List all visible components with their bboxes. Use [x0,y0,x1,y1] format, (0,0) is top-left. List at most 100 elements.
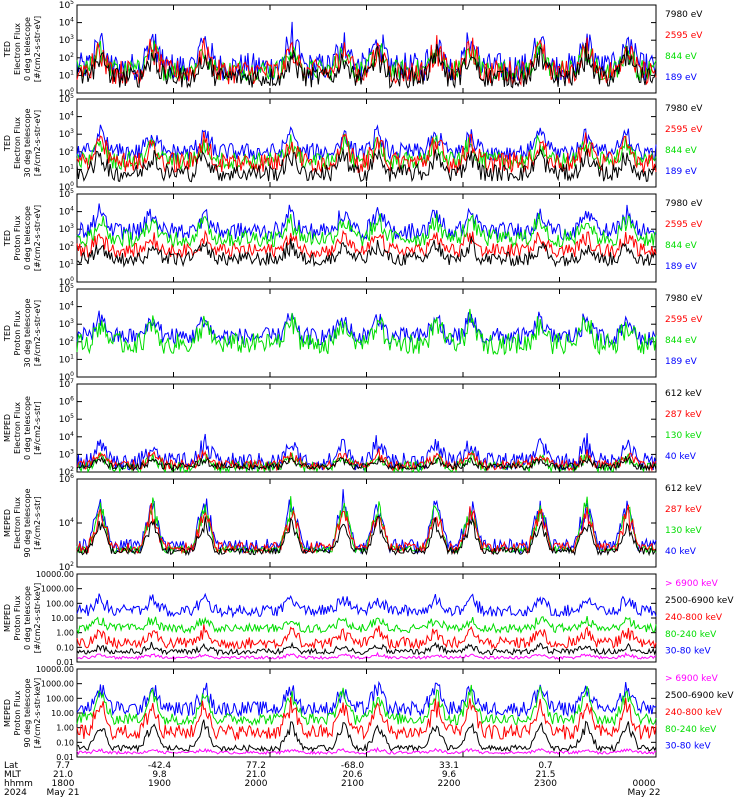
y-axis-label: Electron Flux [13,497,22,549]
y-axis-label: 0 deg telescope [23,586,32,650]
series-240-800-kev [76,696,657,742]
y-tick-label: 105 [59,413,74,425]
x-tick-label: May 22 [628,788,661,798]
series-612-kev [76,515,657,557]
x-tick-label: 21.0 [246,770,266,780]
x-tick-label: 1800 [52,779,75,789]
y-axis-label: Electron Flux [13,23,22,75]
y-axis-label: TED [3,41,12,58]
y-tick-label: 102 [59,146,74,158]
x-tick-label: 2200 [438,779,461,789]
x-tick-label: 9.8 [152,770,167,780]
y-tick-label: 10000.00 [36,570,74,579]
legend-entry: 240-800 keV [665,708,723,718]
y-tick-label: 105 [59,93,74,105]
series-7980-ev [76,42,657,89]
y-tick-label: 104 [59,17,74,29]
legend-entry: 612 keV [665,389,702,399]
y-tick-label: 104 [59,301,74,313]
legend-entry: 130 keV [665,526,702,536]
series-30-80-kev [76,592,657,619]
series-287-kev [76,502,657,555]
x-tick-label: 77.2 [246,761,266,771]
legend-entry: 7980 eV [665,104,703,114]
y-axis-label: TED [3,135,12,152]
legend-entry: 130 keV [665,431,702,441]
panel-frame [76,668,657,758]
y-tick-label: 106 [59,396,74,408]
legend-entry: 287 keV [665,505,702,515]
y-tick-label: 104 [59,431,74,443]
y-tick-label: 1.00 [56,724,74,733]
panel-8: 0.01 0.10 1.00 10.00 100.00 1000.00 10000.00 ME… [3,665,734,762]
y-axis-label: MEPED [3,509,12,537]
legend-entry: 2595 eV [665,31,703,41]
y-tick-label: 102 [59,52,74,64]
legend-entry: 30-80 keV [665,647,711,657]
y-axis-label: 30 deg telescope [23,298,32,367]
legend-entry: 844 eV [665,241,698,251]
legend-entry: 2595 eV [665,125,703,135]
y-tick-label: 101 [59,258,74,270]
series-80-240-kev [76,616,657,635]
x-tick-label: 0.7 [538,761,552,771]
x-tick-label: 21.0 [53,770,73,780]
panel-7: 0.01 0.10 1.00 10.00 100.00 1000.00 10000.00 ME… [3,570,734,667]
y-tick-label: 101 [59,69,74,81]
panel-frame [76,573,657,663]
series-7980-ev [76,148,657,183]
legend-entry: 80-240 keV [665,630,717,640]
series-189-ev [76,203,657,241]
y-axis-label: 0 deg telescope [23,396,32,460]
y-tick-label: 105 [59,0,74,11]
legend-entry: 240-800 keV [665,613,723,623]
y-tick-label: 104 [59,206,74,218]
y-axis-label: [#/cm2-s-str-eV] [33,205,42,271]
series-2500-6900-kev [76,641,657,657]
x-tick-label: 7.7 [56,761,70,771]
y-axis-label: [#/cm2-s-str-keV] [33,678,42,749]
y-tick-label: 104 [59,111,74,123]
y-axis-label: 30 deg telescope [23,108,32,177]
x-row-label: MLT [4,770,22,780]
x-tick-label: 1900 [148,779,171,789]
y-tick-label: 101 [59,163,74,175]
y-tick-label: 105 [59,188,74,200]
y-axis-label: Proton Flux [13,310,22,355]
legend-entry: 40 keV [665,547,697,557]
y-tick-label: 103 [59,223,74,235]
y-axis-label: MEPED [3,699,12,727]
y-tick-label: 0.01 [56,658,74,667]
y-axis-label: [#/cm2-s-str-eV] [33,300,42,366]
y-axis-label: [#/cm2-s-str] [33,496,42,549]
x-tick-label: 2100 [341,779,364,789]
x-tick-label: -42.4 [148,761,172,771]
legend-entry: 189 eV [665,357,698,367]
y-axis-label: Proton Flux [13,595,22,640]
legend-entry: > 6900 keV [665,674,719,684]
series-40-kev [76,433,657,472]
y-tick-label: 10.00 [51,614,74,623]
x-tick-label: -68.0 [341,761,365,771]
x-row-label: Lat [4,761,19,771]
series-80-240-kev [76,684,657,727]
legend-entry: 189 eV [665,262,698,272]
y-tick-label: 100.00 [46,599,74,608]
series-189-ev [76,124,657,162]
y-axis-label: [#/cm2-s-str-keV] [33,583,42,654]
y-tick-label: 102 [59,336,74,348]
y-axis-label: 90 deg telescope [23,488,32,557]
y-tick-label: 10000.00 [36,665,74,674]
series-2500-6900-kev [76,719,657,753]
y-tick-label: 1000.00 [41,585,74,594]
y-tick-label: 103 [59,318,74,330]
series-2595-ev [76,131,657,174]
legend-entry: 844 eV [665,52,698,62]
y-tick-label: 1.00 [56,629,74,638]
series-2595-ev [76,35,657,86]
y-tick-label: 10.00 [51,709,74,718]
series-2595-ev [76,229,657,259]
y-tick-label: 102 [59,241,74,253]
legend-entry: 844 eV [665,336,698,346]
